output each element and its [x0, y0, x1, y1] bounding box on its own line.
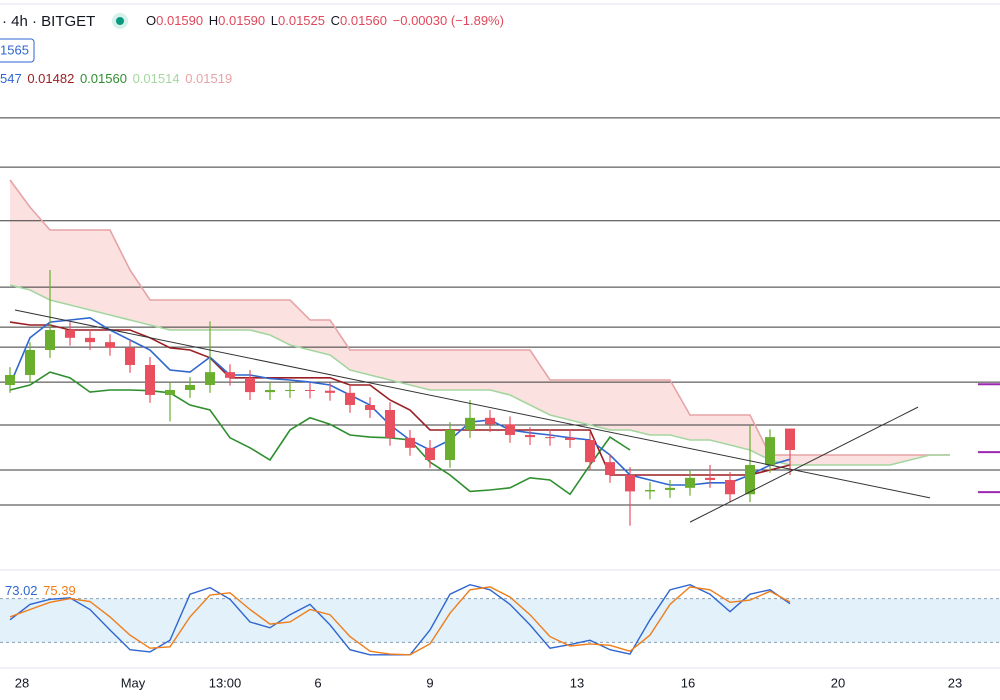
- indicator-line: [9, 371, 631, 496]
- candle-body: [745, 464, 755, 495]
- indicator-value: 0.01519: [185, 71, 232, 86]
- candle-body: [765, 437, 775, 465]
- candle-body: [725, 479, 735, 495]
- candle-body: [225, 372, 235, 378]
- candle-body: [185, 384, 195, 390]
- candle-body: [605, 462, 615, 475]
- status-dot: [116, 17, 124, 25]
- plot-area: 28 May 13:00 6 9 13 16 20 23: [0, 117, 1000, 690]
- candle-body: [45, 329, 55, 350]
- candle-body: [665, 487, 675, 490]
- stoch-line: [9, 586, 791, 656]
- overbought-oversold-band: [0, 598, 1000, 643]
- x-tick-label: 6: [314, 675, 321, 690]
- candle-body: [125, 347, 135, 365]
- x-tick-label: 20: [831, 675, 845, 690]
- candle-body: [265, 389, 275, 393]
- candle-body: [385, 409, 395, 438]
- ohlc-value: 0.01590: [218, 13, 265, 28]
- candle-body: [485, 417, 495, 425]
- change: −0.00030 (−1.89%): [393, 13, 504, 28]
- candle-body: [5, 374, 15, 385]
- candle-body: [705, 477, 715, 480]
- ohlc-value: 0.01560: [340, 13, 387, 28]
- candle-body: [445, 429, 455, 460]
- candle-body: [465, 417, 475, 430]
- candle-body: [285, 389, 295, 391]
- candle-body: [625, 474, 635, 492]
- ohlc-label: L: [271, 13, 278, 28]
- x-tick-label: 13:00: [209, 675, 242, 690]
- candle-body: [505, 424, 515, 435]
- stoch-d-value: 75.39: [43, 583, 76, 598]
- indicator-value: 547: [0, 71, 22, 86]
- candle-body: [785, 428, 795, 450]
- candle-body: [405, 437, 415, 448]
- ohlc-value: 0.01525: [278, 13, 325, 28]
- x-tick-label: 23: [948, 675, 962, 690]
- ohlc-label: H: [209, 13, 218, 28]
- boxed-value: 1565: [0, 42, 29, 57]
- candle-body: [545, 437, 555, 439]
- value-box: [0, 38, 35, 63]
- candle-body: [305, 389, 315, 391]
- candle-body: [25, 349, 35, 375]
- ohlc-label: C: [331, 13, 340, 28]
- indicator-value: 0.01482: [27, 71, 74, 86]
- ohlc-legend: O0.01590 H0.01590 L0.01525 C0.01560 −0.0…: [146, 13, 504, 28]
- candle-body: [145, 364, 155, 395]
- candle-body: [525, 434, 535, 438]
- candle-body: [565, 437, 575, 440]
- trend-line: [689, 406, 919, 523]
- indicator-legend: 547 0.01482 0.01560 0.01514 0.01519: [0, 71, 232, 86]
- candle-body: [165, 389, 175, 395]
- indicator-line: [9, 321, 791, 476]
- candle-body: [645, 489, 655, 492]
- cloud: [10, 180, 950, 465]
- x-tick-label: 13: [570, 675, 584, 690]
- indicator-line: [9, 316, 791, 486]
- indicator-value: 0.01560: [80, 71, 127, 86]
- candle-body: [345, 392, 355, 405]
- candle-body: [85, 337, 95, 343]
- indicator-value: 0.01514: [133, 71, 180, 86]
- candle-body: [325, 390, 335, 393]
- x-tick-label: 28: [15, 675, 29, 690]
- candle-body: [425, 447, 435, 460]
- symbol: · 4h · BITGET: [2, 13, 95, 30]
- candle-body: [205, 372, 215, 385]
- ohlc-label: O: [146, 13, 156, 28]
- stoch-k-value: 73.02: [5, 583, 38, 598]
- candle-body: [105, 342, 115, 348]
- x-tick-label: 16: [681, 675, 695, 690]
- ohlc-value: 0.01590: [156, 13, 203, 28]
- candle-body: [685, 477, 695, 488]
- x-tick-label: 9: [426, 675, 433, 690]
- x-tick-label: May: [121, 675, 146, 690]
- stoch-legend: 73.02 75.39: [5, 583, 76, 598]
- candle-body: [245, 377, 255, 393]
- candle-body: [65, 329, 75, 338]
- candle-body: [365, 404, 375, 410]
- indicator-line: [9, 179, 950, 456]
- candle-body: [585, 439, 595, 463]
- indicator-line: [9, 284, 950, 466]
- trend-line: [14, 309, 931, 499]
